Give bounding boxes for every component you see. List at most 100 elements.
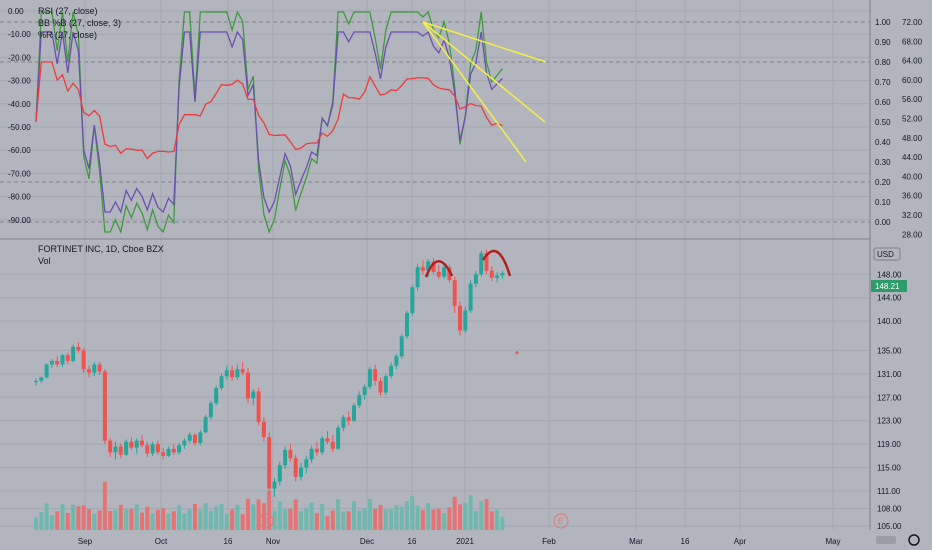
candle-body bbox=[330, 441, 335, 449]
candle-body bbox=[97, 364, 102, 372]
volume-bar bbox=[71, 504, 76, 530]
x-tick-label: Sep bbox=[78, 537, 93, 546]
gear-icon bbox=[908, 534, 920, 546]
price-tick-label: 131.00 bbox=[877, 370, 902, 379]
volume-bar bbox=[161, 508, 166, 530]
left-tick-label: -80.00 bbox=[8, 193, 31, 202]
volume-bar bbox=[293, 499, 298, 530]
head-arc-right[interactable] bbox=[481, 249, 512, 277]
timescale-handle[interactable] bbox=[876, 536, 896, 544]
candle-body bbox=[155, 444, 160, 453]
x-tick-label: Feb bbox=[542, 537, 556, 546]
volume-bar bbox=[92, 513, 97, 530]
volume-bar bbox=[155, 509, 160, 530]
left-tick-label: -20.00 bbox=[8, 53, 31, 62]
right-tick-rsi: 44.00 bbox=[902, 153, 923, 162]
volume-bar bbox=[177, 505, 182, 530]
volume-bar bbox=[129, 509, 134, 530]
candle-body bbox=[415, 267, 420, 288]
trend-lines[interactable] bbox=[422, 21, 547, 163]
right-tick-rsi: 60.00 bbox=[902, 76, 923, 85]
volume-bar bbox=[230, 509, 235, 530]
right-tick-rsi: 52.00 bbox=[902, 115, 923, 124]
candle-body bbox=[357, 394, 362, 406]
volume-bar bbox=[362, 507, 367, 530]
candle-body bbox=[267, 437, 272, 489]
last-price-tag: 148.21 bbox=[871, 280, 907, 292]
candle-body bbox=[452, 280, 457, 306]
volume-bar bbox=[431, 509, 436, 530]
currency-badge[interactable]: USD bbox=[873, 247, 901, 261]
trend-line[interactable] bbox=[422, 21, 546, 123]
earnings-marker-future[interactable]: E bbox=[553, 513, 569, 529]
candlesticks bbox=[34, 249, 519, 497]
candle-body bbox=[129, 441, 134, 448]
candle-body bbox=[458, 305, 462, 331]
candle-body bbox=[325, 438, 330, 442]
volume-bar bbox=[39, 512, 44, 530]
x-tick-label: Nov bbox=[266, 537, 280, 546]
volume-bar bbox=[341, 511, 346, 530]
candle-body bbox=[134, 440, 139, 448]
price-tick-label: 119.00 bbox=[877, 440, 901, 449]
candle-body bbox=[362, 386, 367, 395]
x-tick-label: 16 bbox=[408, 537, 417, 546]
candle-body bbox=[293, 458, 298, 477]
volume-bar bbox=[410, 495, 415, 530]
rsi-line bbox=[35, 61, 503, 160]
currency-label: USD bbox=[877, 250, 894, 259]
candle-body bbox=[55, 360, 60, 365]
candle-body bbox=[436, 271, 441, 277]
candle-body bbox=[230, 370, 235, 378]
candle-body bbox=[420, 267, 425, 271]
right-tick-pctb: 0.70 bbox=[875, 78, 891, 87]
volume-bar bbox=[267, 491, 272, 530]
candle-body bbox=[224, 370, 229, 377]
candle-body bbox=[92, 364, 97, 373]
candle-body bbox=[240, 369, 245, 373]
candle-body bbox=[495, 275, 500, 278]
trend-line[interactable] bbox=[422, 21, 527, 163]
candle-body bbox=[261, 421, 266, 438]
candle-body bbox=[479, 253, 484, 275]
annotations[interactable] bbox=[424, 249, 512, 278]
volume-bar bbox=[495, 509, 500, 530]
last-price-label: 148.21 bbox=[875, 282, 900, 291]
candle-body bbox=[60, 355, 65, 365]
volume-bar bbox=[134, 504, 139, 530]
volume-bar bbox=[352, 501, 356, 530]
candle-body bbox=[235, 369, 240, 378]
right-tick-pctb: 0.40 bbox=[875, 138, 891, 147]
candle-body bbox=[283, 450, 288, 466]
x-tick-label: Mar bbox=[629, 537, 643, 546]
volume-bar bbox=[118, 504, 123, 530]
price-tick-label: 105.00 bbox=[877, 522, 902, 531]
x-tick-label: 2021 bbox=[456, 537, 474, 546]
candle-body bbox=[314, 448, 319, 453]
candle-body bbox=[431, 261, 436, 272]
volume-bar bbox=[166, 513, 171, 530]
trend-line[interactable] bbox=[422, 21, 547, 63]
earnings-label-future: E bbox=[558, 517, 563, 526]
right-tick-rsi: 68.00 bbox=[902, 37, 923, 46]
right-tick-pctb: 0.20 bbox=[875, 178, 891, 187]
volume-bar bbox=[261, 503, 266, 530]
price-tick-label: 115.00 bbox=[877, 464, 901, 473]
settings-button[interactable] bbox=[908, 534, 920, 546]
volume-bar bbox=[373, 509, 378, 530]
price-dot bbox=[515, 351, 519, 355]
candle-body bbox=[140, 440, 144, 446]
volume-bar bbox=[49, 515, 54, 530]
head-arc-left[interactable] bbox=[424, 260, 454, 278]
earnings-marker[interactable]: E bbox=[258, 513, 274, 529]
volume-bar bbox=[463, 502, 468, 530]
candle-body bbox=[426, 261, 431, 271]
left-tick-label: -60.00 bbox=[8, 146, 31, 155]
legend-symbol: FORTINET INC, 1D, Cboe BZX bbox=[38, 244, 164, 254]
volume-bar bbox=[44, 503, 49, 530]
candle-body bbox=[177, 445, 182, 453]
candle-body bbox=[352, 405, 356, 421]
right-tick-pctb: 0.10 bbox=[875, 198, 891, 207]
